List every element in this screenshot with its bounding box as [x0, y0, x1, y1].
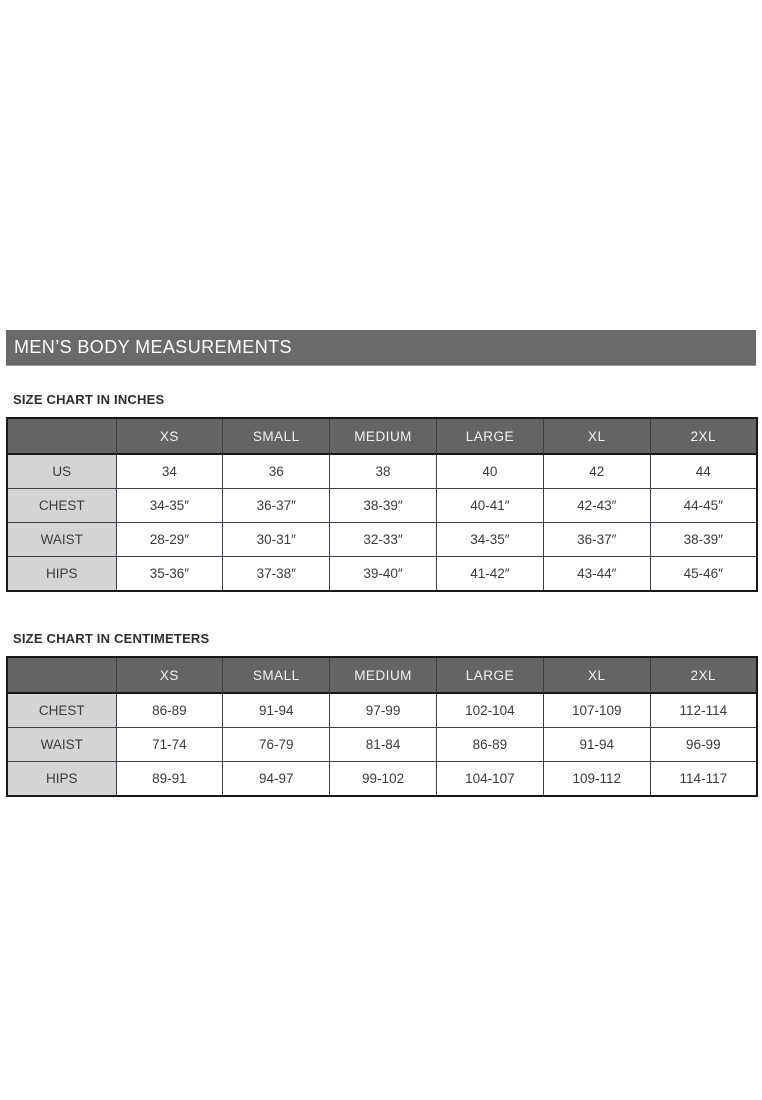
row-label-cell: HIPS [6, 761, 117, 797]
header-cell: SMALL [222, 417, 331, 455]
value-cell: 40-41″ [435, 488, 544, 523]
table-row: WAIST 28-29″ 30-31″ 32-33″ 34-35″ 36-37″… [6, 522, 758, 557]
value-cell: 94-97 [222, 761, 331, 797]
value-cell: 86-89 [435, 727, 544, 762]
row-label-cell: CHEST [6, 692, 117, 728]
value-cell: 34-35″ [115, 488, 224, 523]
value-cell: 91-94 [222, 692, 331, 728]
row-label-cell: WAIST [6, 727, 117, 762]
value-cell: 109-112 [542, 761, 651, 797]
value-cell: 35-36″ [115, 556, 224, 592]
header-cell: XS [115, 656, 224, 694]
value-cell: 91-94 [542, 727, 651, 762]
inches-size-table: XS SMALL MEDIUM LARGE XL 2XL US 34 36 38… [6, 417, 758, 592]
table-row: WAIST 71-74 76-79 81-84 86-89 91-94 96-9… [6, 727, 758, 762]
header-cell: XS [115, 417, 224, 455]
value-cell: 102-104 [435, 692, 544, 728]
table-row: CHEST 86-89 91-94 97-99 102-104 107-109 … [6, 692, 758, 728]
value-cell: 38-39″ [329, 488, 437, 523]
row-label-cell: WAIST [6, 522, 117, 557]
value-cell: 40 [435, 453, 544, 489]
value-cell: 37-38″ [222, 556, 331, 592]
value-cell: 99-102 [329, 761, 437, 797]
header-cell: MEDIUM [329, 417, 437, 455]
value-cell: 71-74 [115, 727, 224, 762]
header-cell: LARGE [435, 417, 544, 455]
header-cell: XL [542, 656, 651, 694]
value-cell: 38-39″ [649, 522, 758, 557]
value-cell: 34 [115, 453, 224, 489]
value-cell: 42-43″ [542, 488, 651, 523]
value-cell: 28-29″ [115, 522, 224, 557]
value-cell: 76-79 [222, 727, 331, 762]
value-cell: 36-37″ [542, 522, 651, 557]
value-cell: 41-42″ [435, 556, 544, 592]
value-cell: 38 [329, 453, 437, 489]
header-cell-blank [6, 656, 117, 694]
row-label-cell: CHEST [6, 488, 117, 523]
value-cell: 36-37″ [222, 488, 331, 523]
page-title: MEN’S BODY MEASUREMENTS [14, 337, 292, 357]
header-cell-blank [6, 417, 117, 455]
header-cell: MEDIUM [329, 656, 437, 694]
value-cell: 81-84 [329, 727, 437, 762]
value-cell: 30-31″ [222, 522, 331, 557]
table-header-row: XS SMALL MEDIUM LARGE XL 2XL [6, 417, 758, 455]
value-cell: 32-33″ [329, 522, 437, 557]
inches-section-label: SIZE CHART IN INCHES [13, 392, 165, 407]
value-cell: 86-89 [115, 692, 224, 728]
header-cell: SMALL [222, 656, 331, 694]
table-row: HIPS 89-91 94-97 99-102 104-107 109-112 … [6, 761, 758, 797]
centimeters-section-label: SIZE CHART IN CENTIMETERS [13, 631, 210, 646]
value-cell: 104-107 [435, 761, 544, 797]
header-cell: XL [542, 417, 651, 455]
table-row: HIPS 35-36″ 37-38″ 39-40″ 41-42″ 43-44″ … [6, 556, 758, 592]
header-cell: 2XL [649, 656, 758, 694]
table-row: CHEST 34-35″ 36-37″ 38-39″ 40-41″ 42-43″… [6, 488, 758, 523]
value-cell: 44 [649, 453, 758, 489]
header-cell: 2XL [649, 417, 758, 455]
value-cell: 107-109 [542, 692, 651, 728]
value-cell: 39-40″ [329, 556, 437, 592]
table-row: US 34 36 38 40 42 44 [6, 453, 758, 489]
value-cell: 42 [542, 453, 651, 489]
centimeters-size-table: XS SMALL MEDIUM LARGE XL 2XL CHEST 86-89… [6, 656, 758, 797]
value-cell: 97-99 [329, 692, 437, 728]
value-cell: 89-91 [115, 761, 224, 797]
value-cell: 45-46″ [649, 556, 758, 592]
value-cell: 96-99 [649, 727, 758, 762]
row-label-cell: US [6, 453, 117, 489]
value-cell: 114-117 [649, 761, 758, 797]
value-cell: 36 [222, 453, 331, 489]
table-header-row: XS SMALL MEDIUM LARGE XL 2XL [6, 656, 758, 694]
value-cell: 43-44″ [542, 556, 651, 592]
header-cell: LARGE [435, 656, 544, 694]
value-cell: 44-45″ [649, 488, 758, 523]
value-cell: 112-114 [649, 692, 758, 728]
row-label-cell: HIPS [6, 556, 117, 592]
value-cell: 34-35″ [435, 522, 544, 557]
page-title-banner: MEN’S BODY MEASUREMENTS [6, 330, 756, 366]
